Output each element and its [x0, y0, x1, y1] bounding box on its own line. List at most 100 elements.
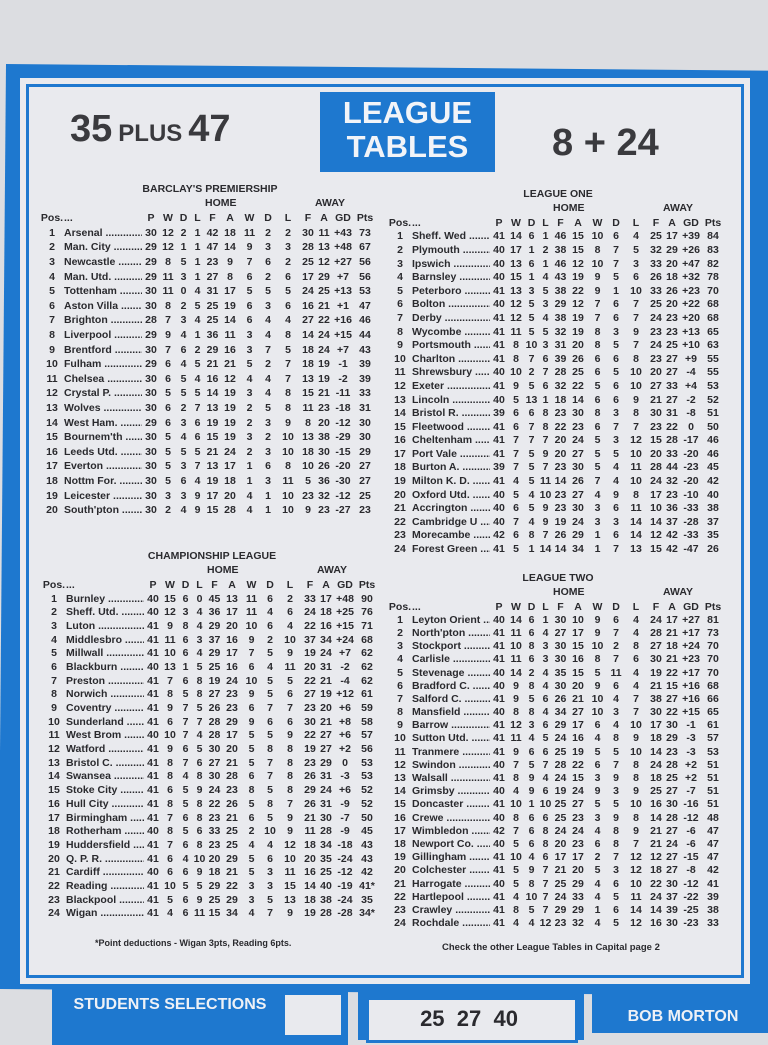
stat-cell: 6 [542, 785, 549, 798]
stat-cell: 19 [650, 666, 662, 679]
stat-cell: 13 [226, 592, 238, 605]
stat-cell: 3 [265, 445, 271, 458]
stat-cell: 8 [267, 797, 273, 810]
stat-cell: 26 [572, 352, 584, 365]
stat-cell: 42 [493, 529, 505, 542]
stat-cell: 27 [666, 692, 678, 705]
stat-cell: +23 [682, 653, 700, 666]
position: 15 [48, 784, 60, 797]
stat-cell: 3 [613, 706, 619, 719]
position: 13 [394, 393, 406, 406]
stat-cell: -8 [686, 864, 696, 877]
position: 18 [48, 825, 60, 838]
stat-cell: 21 [226, 866, 238, 879]
stat-cell: 41 [147, 647, 159, 660]
home-away-header: HOME AWAY [40, 197, 380, 211]
stat-cell: 5 [182, 879, 189, 892]
stat-cell: 6 [182, 592, 189, 605]
position: 18 [46, 474, 58, 487]
table-row: 9Coventry4197526236772320+659 [42, 701, 382, 715]
stat-cell: 4 [594, 917, 601, 930]
stat-cell: 40 [493, 679, 505, 692]
team-name: Burton A. [412, 461, 490, 473]
points: 57 [707, 732, 719, 745]
stat-cell: 1 [528, 243, 535, 256]
team-name: Walsall [412, 772, 490, 784]
position: 6 [397, 679, 403, 692]
column-header: W [511, 216, 521, 229]
stat-cell: 12 [164, 606, 176, 619]
stat-cell: +9 [685, 352, 697, 365]
stat-cell: 1 [246, 460, 253, 473]
stat-cell: 4 [182, 770, 189, 783]
stat-cell: 40 [493, 298, 505, 311]
team-name: Brentford [64, 344, 142, 356]
team-name: Stevenage [412, 667, 490, 679]
points: 76 [361, 606, 373, 619]
stat-cell: 7 [528, 420, 535, 433]
stat-cell: 41 [147, 688, 159, 701]
stat-cell: 37 [666, 515, 678, 528]
stat-cell: 7 [633, 706, 639, 719]
stat-cell: 15 [208, 907, 221, 920]
stat-cell: 24 [650, 339, 662, 352]
stat-cell: 30 [145, 460, 157, 473]
team-name: Salford C. [412, 693, 490, 705]
points: 42 [707, 864, 719, 877]
stat-cell: 40 [493, 393, 505, 406]
table-row: 6Blackburn401315251664112031-262 [42, 660, 382, 674]
stat-cell: 25 [572, 366, 584, 379]
stat-cell: 5 [180, 445, 187, 458]
team-name: Liverpool [64, 329, 142, 341]
position: 17 [46, 460, 58, 473]
stat-cell: 15 [302, 387, 314, 400]
stat-cell: 5 [285, 285, 291, 298]
team-name: Hull City [66, 798, 144, 810]
stat-cell: 46 [554, 257, 567, 270]
home-label: HOME [553, 586, 585, 598]
stat-cell: 7 [513, 447, 519, 460]
stat-cell: 10 [630, 719, 642, 732]
table-row: 11Chelsea3065416124471319-239 [40, 372, 380, 387]
team-name: Tottenham [64, 285, 142, 297]
position: 1 [397, 613, 403, 626]
stat-cell: 33 [208, 825, 221, 838]
position: 14 [48, 770, 60, 783]
stat-cell: 5 [613, 745, 619, 758]
stat-cell: 6 [542, 719, 549, 732]
stat-cell: 15 [206, 431, 219, 444]
stat-cell: 24 [302, 285, 314, 298]
stat-cell: 41 [493, 543, 505, 556]
stat-cell: 40 [493, 613, 505, 626]
stat-cell: 3 [594, 772, 601, 785]
points: 42 [707, 475, 719, 488]
stat-cell: 5 [180, 256, 187, 269]
stat-cell: 32 [318, 489, 330, 502]
column-header: D [527, 600, 536, 613]
stat-cell: 13 [302, 372, 314, 385]
stat-cell: 8 [528, 640, 535, 653]
stat-cell: 7 [194, 402, 201, 415]
stat-cell: 7 [613, 543, 619, 556]
stat-cell: 19 [572, 745, 584, 758]
stat-cell: 5 [196, 743, 203, 756]
stat-cell: 2 [246, 416, 253, 429]
stat-cell: 13 [510, 284, 522, 297]
stat-cell: 41 [493, 653, 505, 666]
header-left-numbers: 35 PLUS 47 [70, 108, 231, 151]
column-header: L [284, 212, 292, 225]
stat-cell: 27 [320, 743, 332, 756]
page-title: LEAGUE TABLES [320, 92, 495, 172]
stat-cell: 38 [650, 692, 662, 705]
stat-cell: 9 [287, 907, 293, 920]
stat-cell: 8 [528, 877, 535, 890]
stat-cell: 3 [246, 343, 253, 356]
stat-cell: 5 [182, 825, 189, 838]
